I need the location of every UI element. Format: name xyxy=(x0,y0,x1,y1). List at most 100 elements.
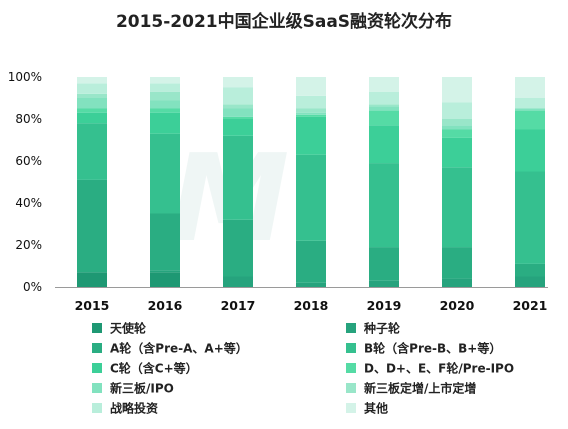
bar-segment xyxy=(77,83,107,94)
bar-segment xyxy=(223,135,253,220)
x-tick-label: 2015 xyxy=(75,298,110,313)
legend-label: 战略投资 xyxy=(110,401,158,416)
bar-segment xyxy=(515,171,545,264)
bar-segment xyxy=(296,240,326,283)
bar-segment xyxy=(150,108,180,113)
bar-segment xyxy=(77,272,107,287)
chart-title: 2015-2021中国企业级SaaS融资轮次分布 xyxy=(116,11,452,32)
legend-item: 种子轮 xyxy=(346,321,401,336)
bar-segment xyxy=(369,110,399,126)
y-tick-label: 100% xyxy=(8,70,42,84)
legend-label: 天使轮 xyxy=(110,321,147,336)
bar-segment xyxy=(515,263,545,277)
bar-segment xyxy=(77,98,107,109)
legend-label: 新三板定增/上市定增 xyxy=(364,381,476,396)
bar-segment xyxy=(150,133,180,214)
bar-segment xyxy=(442,137,472,168)
legend-swatch xyxy=(92,383,102,393)
legend-item: D、D+、E、F轮/Pre-IPO xyxy=(346,361,514,376)
legend-item: C轮（含C+等） xyxy=(92,361,198,376)
x-tick-label: 2019 xyxy=(367,298,402,313)
bar-segment xyxy=(369,163,399,248)
bar-segment xyxy=(223,108,253,117)
bar-segment xyxy=(442,278,472,287)
bar-segment xyxy=(369,104,399,107)
bar-segment xyxy=(369,106,399,111)
bar-segment xyxy=(223,119,253,136)
legend-label: C轮（含C+等） xyxy=(110,361,198,376)
bar-segment xyxy=(296,95,326,109)
bar-segment xyxy=(223,276,253,287)
legend-item: 天使轮 xyxy=(92,321,147,336)
legend-swatch xyxy=(92,343,102,353)
bar-segment xyxy=(150,270,180,273)
bar-segment xyxy=(442,119,472,126)
bar-segment xyxy=(150,91,180,101)
bar-segment xyxy=(369,77,399,92)
legend-label: 其他 xyxy=(364,401,388,416)
legend-item: B轮（含Pre-B、B+等） xyxy=(346,341,501,356)
bar-segment xyxy=(515,110,545,130)
bar-segment xyxy=(515,129,545,172)
y-axis: 0% 20% 40% 60% 80% 100% xyxy=(8,70,42,294)
legend-item: 其他 xyxy=(346,401,388,416)
bar-segment xyxy=(77,77,107,84)
legend-swatch xyxy=(346,343,356,353)
y-tick-label: 0% xyxy=(23,280,42,294)
legend-label: A轮（含Pre-A、A+等） xyxy=(110,341,248,356)
bar-segment xyxy=(296,112,326,115)
bar-segment xyxy=(223,116,253,119)
bars xyxy=(77,77,545,287)
bar-segment xyxy=(369,247,399,281)
y-tick-label: 40% xyxy=(15,196,42,210)
bar-segment xyxy=(150,272,180,287)
legend-item: 新三板/IPO xyxy=(92,381,174,396)
bar-segment xyxy=(223,77,253,88)
legend-swatch xyxy=(346,383,356,393)
bar-segment xyxy=(442,102,472,119)
bar-segment xyxy=(77,179,107,273)
bar-segment xyxy=(150,213,180,271)
x-tick-label: 2018 xyxy=(294,298,329,313)
x-tick-label: 2020 xyxy=(440,298,475,313)
bar-segment xyxy=(515,77,545,98)
legend-item: A轮（含Pre-A、A+等） xyxy=(92,341,248,356)
bar-segment xyxy=(515,276,545,287)
bar-segment xyxy=(77,123,107,180)
bar-segment xyxy=(150,112,180,134)
legend-swatch xyxy=(92,403,102,413)
legend-swatch xyxy=(92,323,102,333)
legend-swatch xyxy=(346,363,356,373)
legend-swatch xyxy=(346,323,356,333)
legend-swatch xyxy=(92,363,102,373)
bar-segment xyxy=(442,247,472,279)
y-tick-label: 80% xyxy=(15,112,42,126)
bar-segment xyxy=(150,83,180,92)
bar-segment xyxy=(150,77,180,84)
bar-segment xyxy=(369,280,399,287)
x-tick-label: 2021 xyxy=(513,298,548,313)
bar-segment xyxy=(515,108,545,111)
bar-segment xyxy=(296,154,326,241)
bar-segment xyxy=(369,125,399,164)
bar-segment xyxy=(296,116,326,155)
bar-segment xyxy=(442,125,472,130)
bar-segment xyxy=(442,77,472,103)
legend-label: B轮（含Pre-B、B+等） xyxy=(364,341,501,356)
x-tick-label: 2016 xyxy=(148,298,183,313)
legend-item: 新三板定增/上市定增 xyxy=(346,381,476,396)
legend-label: 新三板/IPO xyxy=(110,381,174,396)
bar-segment xyxy=(296,108,326,113)
bar-segment xyxy=(77,112,107,124)
x-axis: 2015 2016 2017 2018 2019 2020 2021 xyxy=(55,287,548,313)
bar-segment xyxy=(223,87,253,105)
bar-segment xyxy=(150,100,180,109)
bar-segment xyxy=(223,219,253,277)
y-tick-label: 60% xyxy=(15,154,42,168)
bar-segment xyxy=(223,104,253,109)
legend-item: 战略投资 xyxy=(92,401,158,416)
y-tick-label: 20% xyxy=(15,238,42,252)
bar-segment xyxy=(515,98,545,109)
legend: 天使轮 种子轮 A轮（含Pre-A、A+等） B轮（含Pre-B、B+等） C轮（含C+… xyxy=(92,321,514,416)
